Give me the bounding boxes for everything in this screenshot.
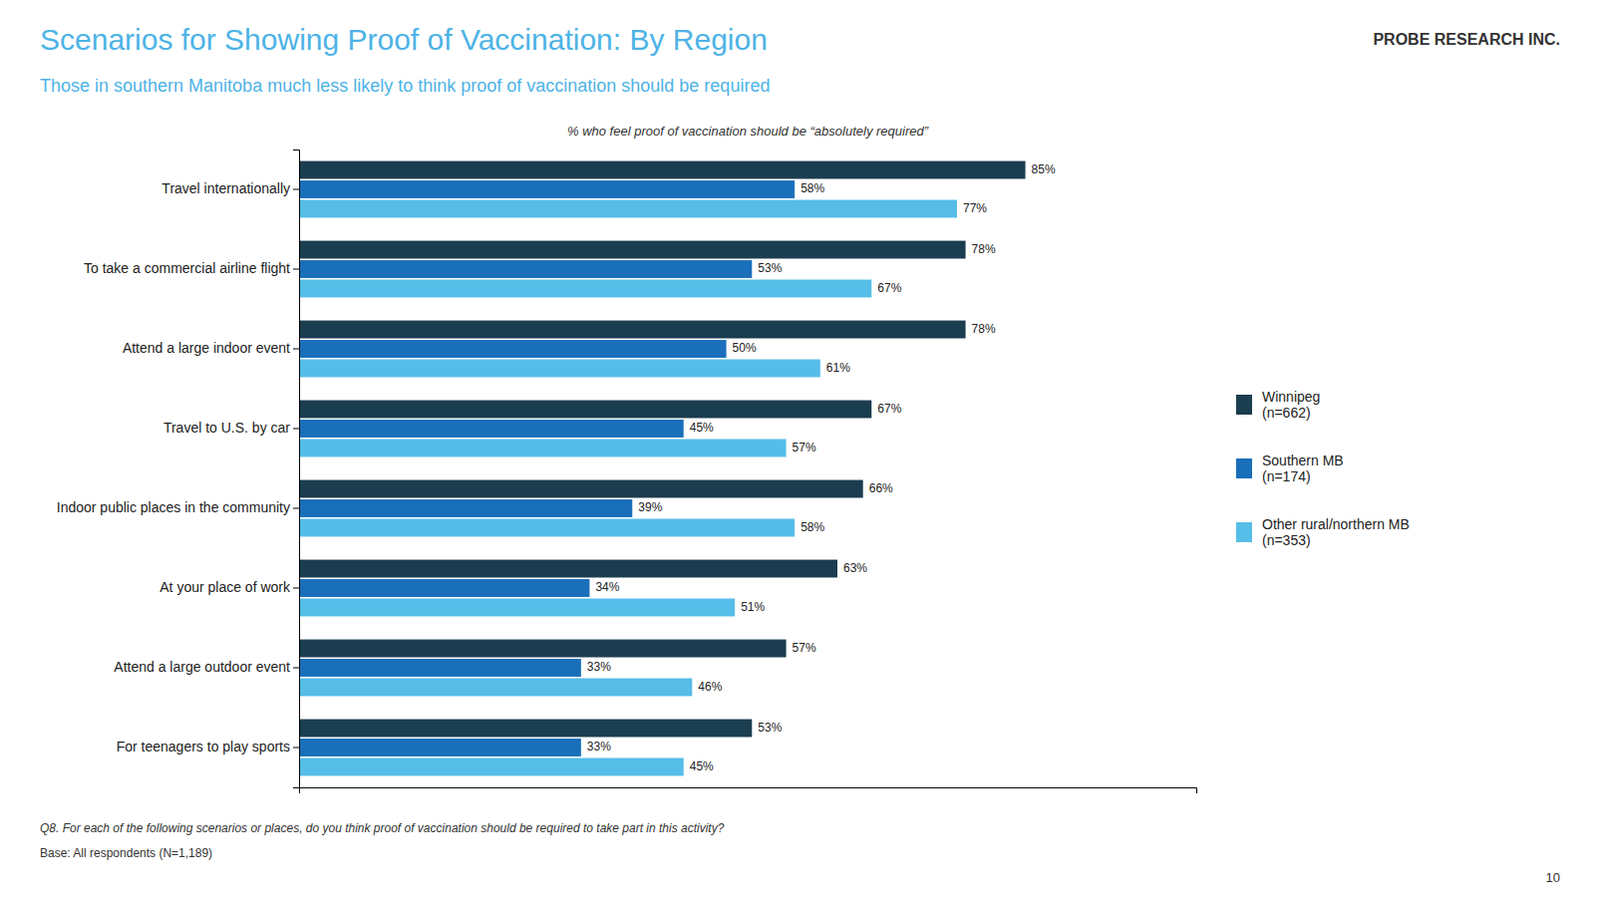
- y-tick-mark: [293, 428, 300, 430]
- data-label: 67%: [877, 281, 902, 296]
- bar: [299, 499, 633, 518]
- y-tick-label: Attend a large outdoor event: [113, 658, 291, 675]
- bar: [299, 280, 872, 299]
- y-tick: For teenagers to play sports: [116, 738, 300, 755]
- data-label: 33%: [587, 739, 612, 754]
- bar: [299, 758, 684, 777]
- bars: [299, 161, 1026, 777]
- data-label: 51%: [740, 600, 765, 615]
- bar: [299, 480, 864, 499]
- data-label: 77%: [962, 201, 987, 216]
- y-tick: Attend a large indoor event: [122, 339, 300, 356]
- y-tick: Attend a large outdoor event: [113, 658, 300, 675]
- legend-item: Other rural/northern MB(n=353): [1236, 516, 1410, 550]
- title: Scenarios for Showing Proof of Vaccinati…: [39, 22, 768, 56]
- data-label: 78%: [971, 242, 996, 257]
- legend-item: Southern MB(n=174): [1236, 452, 1344, 486]
- annotation: Q8. For each of the following scenarios …: [39, 821, 725, 836]
- y-tick-label: Travel to U.S. by car: [163, 419, 291, 436]
- bar: [299, 320, 966, 339]
- y-tick: Indoor public places in the community: [56, 499, 300, 516]
- legend-item: Winnipeg(n=662): [1236, 388, 1320, 422]
- data-label: 53%: [757, 261, 782, 276]
- y-tick-mark: [293, 508, 300, 510]
- bar: [299, 359, 821, 378]
- y-tick-mark: [293, 348, 300, 350]
- bar: [299, 719, 752, 738]
- bar: [299, 658, 582, 677]
- legend-swatch: [1236, 458, 1253, 479]
- y-axis: Travel internationally To take a commerci…: [56, 150, 301, 789]
- data-label: 39%: [638, 500, 662, 515]
- data-label: 53%: [757, 720, 782, 735]
- bar: [299, 339, 727, 358]
- x-axis-line: [300, 788, 1198, 795]
- data-label: 46%: [697, 679, 722, 694]
- y-tick: At your place of work: [159, 579, 300, 596]
- bar: [299, 180, 795, 199]
- subtitle: Those in southern Manitoba much less lik…: [39, 75, 770, 96]
- bar: [299, 161, 1026, 180]
- bar: [299, 599, 735, 618]
- legend-label: Other rural/northern MB(n=353): [1262, 516, 1410, 550]
- data-label: 45%: [689, 420, 714, 435]
- x-axis: [300, 788, 1198, 795]
- y-tick-mark: [293, 588, 300, 590]
- y-tick-label: To take a commercial airline flight: [83, 260, 291, 277]
- data-label: 63%: [843, 561, 868, 576]
- data-label: 34%: [595, 580, 620, 595]
- legend: Winnipeg(n=662) Southern MB(n=174) Other r…: [1236, 388, 1410, 550]
- y-axis-line: [293, 150, 301, 789]
- bar: [299, 200, 958, 219]
- bar: [299, 419, 684, 438]
- legend-label: Winnipeg(n=662): [1262, 388, 1320, 422]
- chart: Scenarios for Showing Proof of Vaccinati…: [0, 0, 1600, 900]
- y-tick-label: For teenagers to play sports: [116, 738, 291, 755]
- data-label: 33%: [587, 659, 612, 674]
- bar: [299, 678, 692, 697]
- bar: [299, 400, 872, 419]
- y-tick-mark: [293, 747, 300, 749]
- y-tick: To take a commercial airline flight: [83, 260, 300, 277]
- data-label: 67%: [877, 401, 902, 416]
- data-label: 58%: [800, 181, 825, 196]
- data-label: 85%: [1031, 162, 1056, 177]
- y-tick-mark: [293, 269, 300, 271]
- y-tick-label: Attend a large indoor event: [122, 339, 291, 356]
- data-label: 57%: [792, 440, 817, 455]
- y-tick: Travel to U.S. by car: [163, 419, 300, 436]
- legend-label: Southern MB(n=174): [1262, 452, 1344, 486]
- data-label: 66%: [869, 481, 894, 496]
- data-label: 50%: [732, 340, 757, 355]
- y-tick: Travel internationally: [161, 180, 300, 197]
- y-tick-mark: [293, 189, 300, 191]
- bar: [299, 560, 838, 579]
- data-label: 58%: [800, 520, 825, 535]
- data-label: 57%: [792, 640, 817, 655]
- y-tick-label: At your place of work: [159, 579, 292, 596]
- data-label: 78%: [971, 321, 996, 336]
- y-tick-mark: [293, 667, 300, 669]
- bar: [299, 439, 787, 458]
- bar: [299, 260, 752, 279]
- x-axis-title: % who feel proof of vaccination should b…: [567, 123, 930, 139]
- bar: [299, 738, 582, 757]
- data-label: 45%: [689, 759, 714, 774]
- annotation: Base: All respondents (N=1,189): [39, 846, 213, 861]
- bar: [299, 640, 787, 658]
- y-tick-label: Travel internationally: [161, 180, 291, 197]
- bar: [299, 519, 795, 538]
- bar: [299, 579, 590, 598]
- annotation: 10: [1546, 870, 1561, 886]
- bar: [299, 241, 966, 260]
- data-label: 61%: [826, 360, 851, 375]
- legend-swatch: [1236, 394, 1253, 415]
- annotation: PROBE RESEARCH INC.: [1372, 30, 1561, 48]
- legend-swatch: [1236, 522, 1253, 543]
- y-tick-label: Indoor public places in the community: [56, 499, 291, 516]
- data-labels: 85% 78% 78% 67% 66% 63% 57% 53% 58% 53% 50% 45% 39% 3…: [587, 162, 1056, 774]
